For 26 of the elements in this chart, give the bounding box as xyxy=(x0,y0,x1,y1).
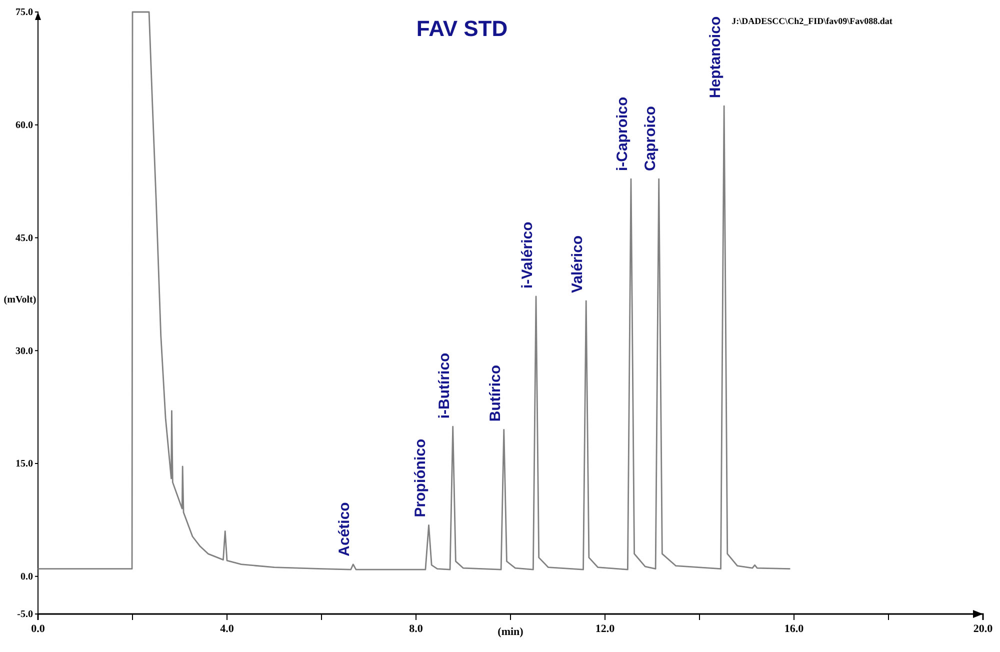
y-tick-label: 0.0 xyxy=(20,572,33,583)
annotation: J:\DADESCC\Ch2_FID\fav09\Fav088.dat xyxy=(732,16,892,26)
annotation: Caproico xyxy=(642,106,659,172)
x-tick-label: 0.0 xyxy=(31,622,46,635)
chart-title: FAV STD xyxy=(416,16,508,41)
annotation: i-Caproico xyxy=(614,96,631,172)
y-tick-label: 45.0 xyxy=(16,232,33,244)
annotation: i-Butírico xyxy=(436,352,453,419)
annotation: Heptanoico xyxy=(707,16,724,98)
y-tick-label: 30.0 xyxy=(16,346,33,357)
x-tick-label: 8.0 xyxy=(409,622,424,635)
annotation: Propiónico xyxy=(412,438,429,518)
x-tick-label: 12.0 xyxy=(595,622,616,635)
annotation: Acético xyxy=(336,502,354,556)
annotation: Butírico xyxy=(486,364,504,422)
x-tick-label: 20.0 xyxy=(973,622,994,635)
y-tick-label: -5.0 xyxy=(17,609,33,620)
x-tick-label: 16.0 xyxy=(784,622,804,635)
y-tick-label: 60.0 xyxy=(16,120,33,132)
annotation: Valérico xyxy=(569,235,586,293)
y-tick-label: 75.0 xyxy=(16,7,33,18)
y-axis-title: (mVolt) xyxy=(4,294,36,306)
x-axis-title: (min) xyxy=(498,626,524,638)
x-tick-label: 4.0 xyxy=(220,622,234,635)
annotation: i-Valérico xyxy=(519,222,536,288)
y-tick-label: 15.0 xyxy=(16,458,33,470)
